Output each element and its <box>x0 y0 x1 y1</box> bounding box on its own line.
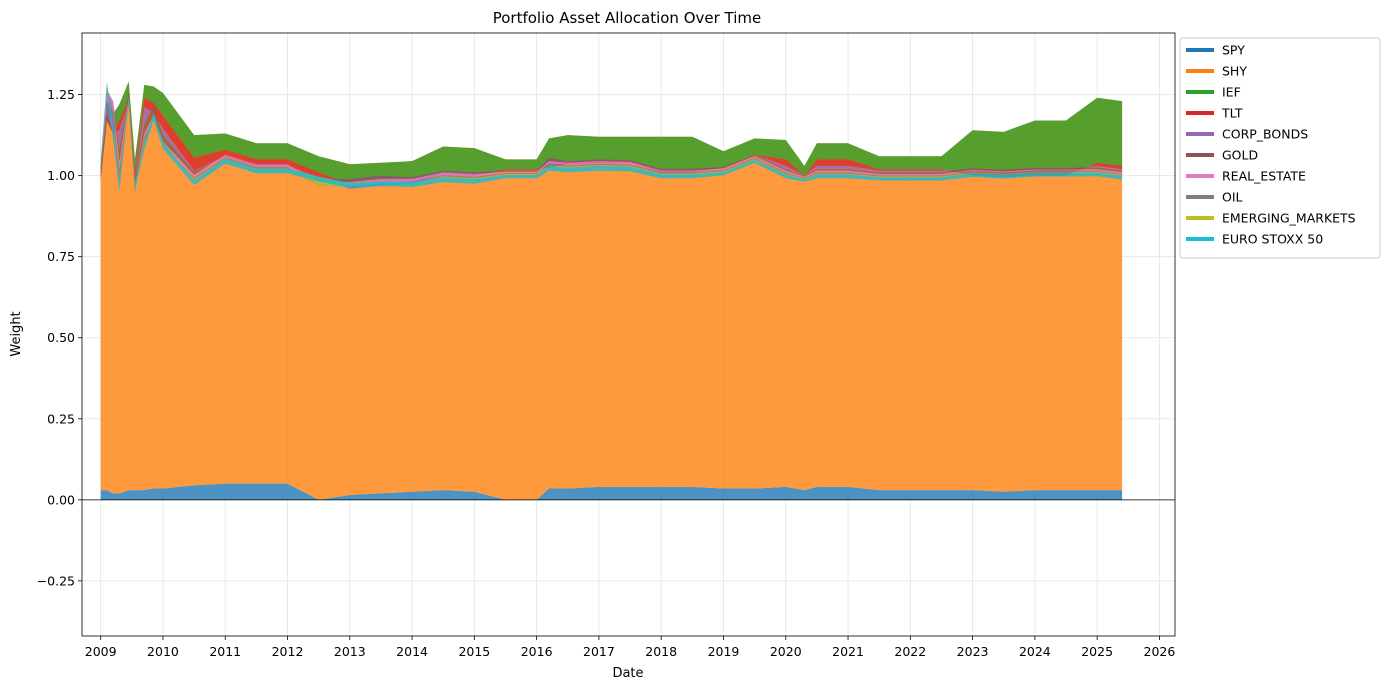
legend-label-ief: IEF <box>1222 85 1241 100</box>
legend-label-spy: SPY <box>1222 43 1245 58</box>
x-tick-label: 2020 <box>770 644 802 659</box>
x-tick-label: 2013 <box>334 644 366 659</box>
legend-label-real-estate: REAL_ESTATE <box>1222 169 1306 184</box>
legend-label-gold: GOLD <box>1222 148 1258 163</box>
plot-frame <box>81 32 1176 637</box>
x-tick-label: 2021 <box>832 644 864 659</box>
y-axis-ticks: −0.25 0.00 0.25 0.50 0.75 1.00 1.25 <box>37 87 82 588</box>
area-ief <box>100 81 1123 184</box>
legend-label-euro-stoxx-50: EURO STOXX 50 <box>1222 232 1323 247</box>
area-tlt <box>100 97 1123 189</box>
legend-label-emerging-markets: EMERGING_MARKETS <box>1222 211 1356 226</box>
x-tick-label: 2011 <box>209 644 241 659</box>
y-tick-label: 0.75 <box>47 249 75 264</box>
x-tick-label: 2023 <box>957 644 989 659</box>
chart-title: Portfolio Asset Allocation Over Time <box>493 9 762 27</box>
x-tick-label: 2015 <box>458 644 490 659</box>
x-tick-label: 2024 <box>1019 644 1051 659</box>
x-tick-label: 2012 <box>272 644 304 659</box>
legend-label-corp-bonds: CORP_BONDS <box>1222 127 1308 142</box>
x-tick-label: 2014 <box>396 644 428 659</box>
stacked-areas <box>100 81 1123 500</box>
x-tick-label: 2019 <box>708 644 740 659</box>
x-axis-label: Date <box>612 666 643 681</box>
y-tick-label: 0.25 <box>47 411 75 426</box>
x-tick-label: 2025 <box>1081 644 1113 659</box>
y-tick-label: 0.00 <box>47 492 75 507</box>
legend-box <box>1179 37 1381 259</box>
x-tick-label: 2017 <box>583 644 615 659</box>
x-tick-label: 2009 <box>85 644 117 659</box>
y-tick-label: 1.25 <box>47 87 75 102</box>
x-tick-label: 2016 <box>521 644 553 659</box>
area-euro-stoxx-50 <box>100 82 1123 192</box>
y-tick-label: −0.25 <box>37 573 75 588</box>
legend-label-oil: OIL <box>1222 190 1243 205</box>
area-spy <box>100 483 1123 500</box>
x-tick-label: 2018 <box>645 644 677 659</box>
y-axis-label: Weight <box>9 311 24 356</box>
legend-label-tlt: TLT <box>1221 106 1243 121</box>
legend: SPY SHY IEF TLT CORP_BONDS GOLD REAL_ESTATE OIL… <box>1179 37 1381 259</box>
x-tick-label: 2026 <box>1144 644 1176 659</box>
y-tick-label: 0.50 <box>47 330 75 345</box>
y-tick-label: 1.00 <box>47 168 75 183</box>
x-axis-ticks: 2009 2010 2011 2012 2013 2014 2015 2016 2017 2018… <box>85 636 1176 659</box>
x-tick-label: 2010 <box>147 644 179 659</box>
legend-label-shy: SHY <box>1222 64 1247 79</box>
x-tick-label: 2022 <box>894 644 926 659</box>
